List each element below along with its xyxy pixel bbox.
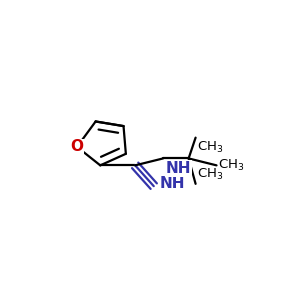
Text: O: O [70, 140, 83, 154]
Text: CH$_3$: CH$_3$ [197, 140, 223, 154]
Text: CH$_3$: CH$_3$ [197, 167, 223, 182]
Text: NH: NH [165, 161, 191, 176]
Text: NH: NH [160, 176, 185, 191]
Text: CH$_3$: CH$_3$ [218, 158, 244, 173]
